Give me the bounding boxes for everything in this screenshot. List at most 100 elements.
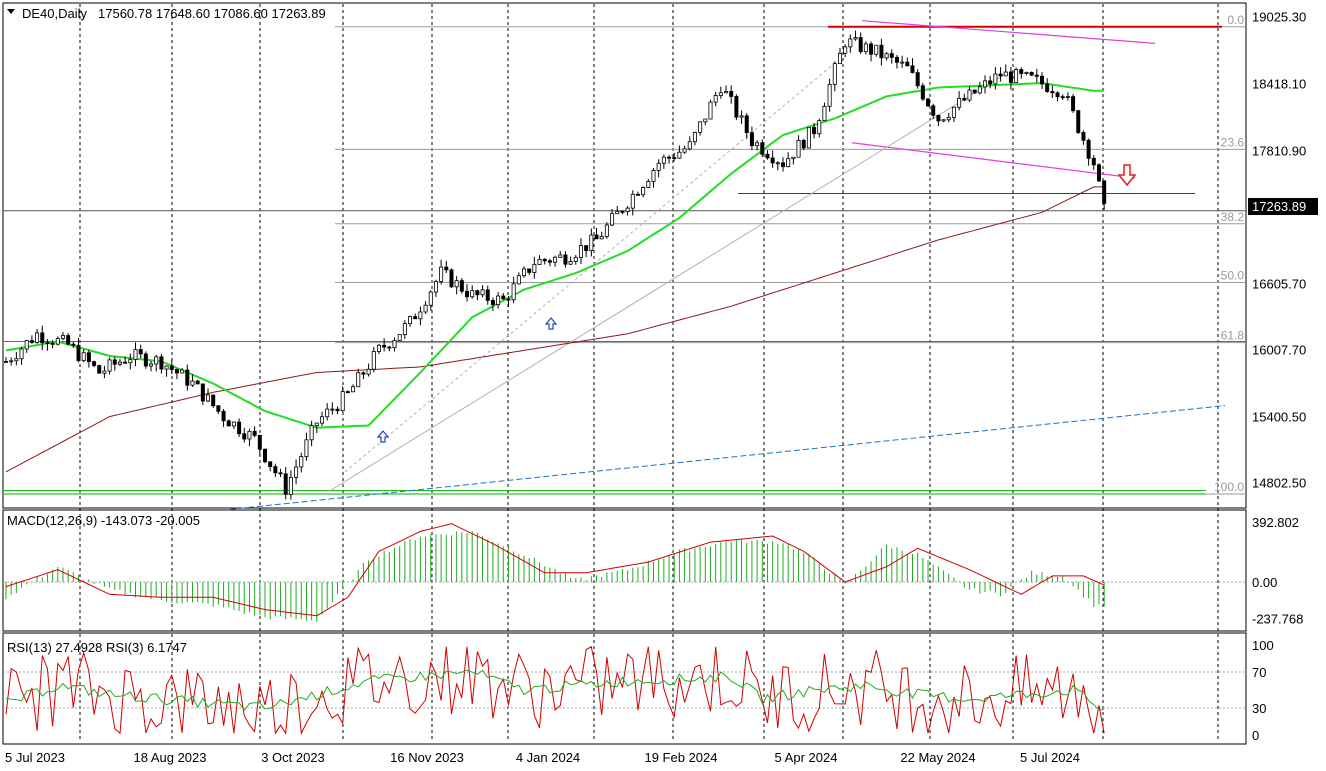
- candle-body: [66, 335, 71, 345]
- candle-body: [812, 126, 817, 135]
- candle-body: [527, 268, 532, 273]
- candle-body: [547, 260, 552, 263]
- candle-body: [143, 353, 148, 367]
- candle-body: [718, 92, 723, 96]
- candle-body: [920, 85, 925, 100]
- candle-body: [1081, 132, 1086, 141]
- rsi-tick-label: 30: [1252, 701, 1266, 716]
- candle-body: [708, 101, 713, 120]
- candle-body: [1024, 71, 1029, 74]
- dropdown-triangle-icon[interactable]: [7, 9, 15, 14]
- candle-body: [692, 132, 697, 143]
- candle-body: [703, 118, 708, 123]
- candle-body: [1045, 83, 1050, 92]
- candle-body: [791, 156, 796, 160]
- price-panel: [2, 2, 1247, 509]
- candle-body: [1096, 164, 1101, 182]
- candle-body: [827, 83, 832, 107]
- candle-body: [786, 158, 791, 168]
- candle-body: [578, 245, 583, 258]
- candle-body: [698, 121, 703, 133]
- fibonacci-retracement: 0.0 23.6 38.2 50.0 61.8 100.0: [335, 13, 1246, 495]
- candle-body: [174, 369, 179, 374]
- candle-body: [433, 281, 438, 293]
- candle-body: [397, 334, 402, 341]
- candle-body: [138, 349, 143, 355]
- candle-body: [879, 44, 884, 59]
- candle-body: [117, 361, 122, 365]
- candle-body: [936, 114, 941, 122]
- candle-body: [946, 116, 951, 121]
- x-tick-label: 5 Apr 2024: [775, 750, 838, 765]
- candle-body: [325, 408, 330, 418]
- y-tick-label: 14802.50: [1252, 476, 1306, 491]
- candle-body: [977, 86, 982, 94]
- candle-body: [822, 105, 827, 122]
- candle-body: [506, 298, 511, 301]
- x-tick-label: 19 Feb 2024: [644, 750, 717, 765]
- candle-body: [749, 132, 754, 147]
- support-trendline: [851, 142, 1136, 179]
- candle-body: [672, 157, 677, 160]
- candle-body: [14, 358, 19, 362]
- candle-body: [755, 142, 760, 147]
- candle-body: [242, 433, 247, 440]
- rsi-tick-label: 100: [1252, 638, 1274, 653]
- candle-body: [983, 80, 988, 88]
- candle-body: [1102, 180, 1107, 204]
- candle-body: [1003, 71, 1008, 77]
- candle-body: [713, 95, 718, 103]
- candle-body: [71, 343, 76, 346]
- candle-body: [439, 266, 444, 282]
- candle-body: [863, 43, 868, 53]
- candle-body: [1034, 74, 1039, 77]
- candle-body: [319, 416, 324, 424]
- y-tick-label: 15400.50: [1252, 410, 1306, 425]
- ma-slow-path: [5, 186, 1105, 473]
- candle-body: [356, 372, 361, 388]
- candle-body: [770, 157, 775, 164]
- candle-body: [1008, 71, 1013, 83]
- candle-body: [413, 316, 418, 320]
- candle-body: [1091, 157, 1096, 166]
- candle-body: [1050, 91, 1055, 94]
- candle-body: [330, 408, 335, 411]
- candle-body: [604, 224, 609, 237]
- candle-body: [392, 340, 397, 348]
- candle-body: [273, 466, 278, 474]
- candle-body: [806, 126, 811, 149]
- price-axis: 19025.30 18418.10 17810.90 16605.70 16007.70…: [1252, 9, 1306, 490]
- candle-body: [257, 434, 262, 450]
- candle-body: [957, 98, 962, 108]
- candle-body: [532, 263, 537, 273]
- rsi-panel: [2, 632, 1247, 745]
- candle-body: [278, 472, 283, 475]
- grid-vertical-lines: [79, 4, 1219, 742]
- candle-body: [568, 261, 573, 265]
- candle-body: [610, 213, 615, 226]
- fib-level-label: 100.0: [1214, 480, 1244, 494]
- fib-diagonal-line: [329, 73, 1006, 492]
- candle-body: [444, 266, 449, 271]
- candle-body: [635, 193, 640, 196]
- candle-body: [454, 280, 459, 288]
- x-tick-label: 22 May 2024: [900, 750, 975, 765]
- candle-body: [309, 425, 314, 441]
- buy-arrow-icon: [544, 317, 558, 330]
- candle-body: [1019, 69, 1024, 74]
- candle-body: [40, 332, 45, 344]
- candle-body: [382, 344, 387, 348]
- candle-body: [661, 156, 666, 164]
- candle-body: [92, 361, 97, 366]
- x-tick-label: 3 Oct 2023: [261, 750, 325, 765]
- candle-body: [905, 61, 910, 67]
- candle-body: [55, 338, 60, 345]
- candle-body: [853, 37, 858, 40]
- candle-body: [45, 342, 50, 345]
- fib-level-label: 38.2: [1221, 210, 1245, 224]
- candle-body: [1040, 75, 1045, 85]
- candle-body: [837, 52, 842, 65]
- candle-body: [169, 365, 174, 370]
- candle-body: [149, 363, 154, 367]
- candle-body: [304, 439, 309, 458]
